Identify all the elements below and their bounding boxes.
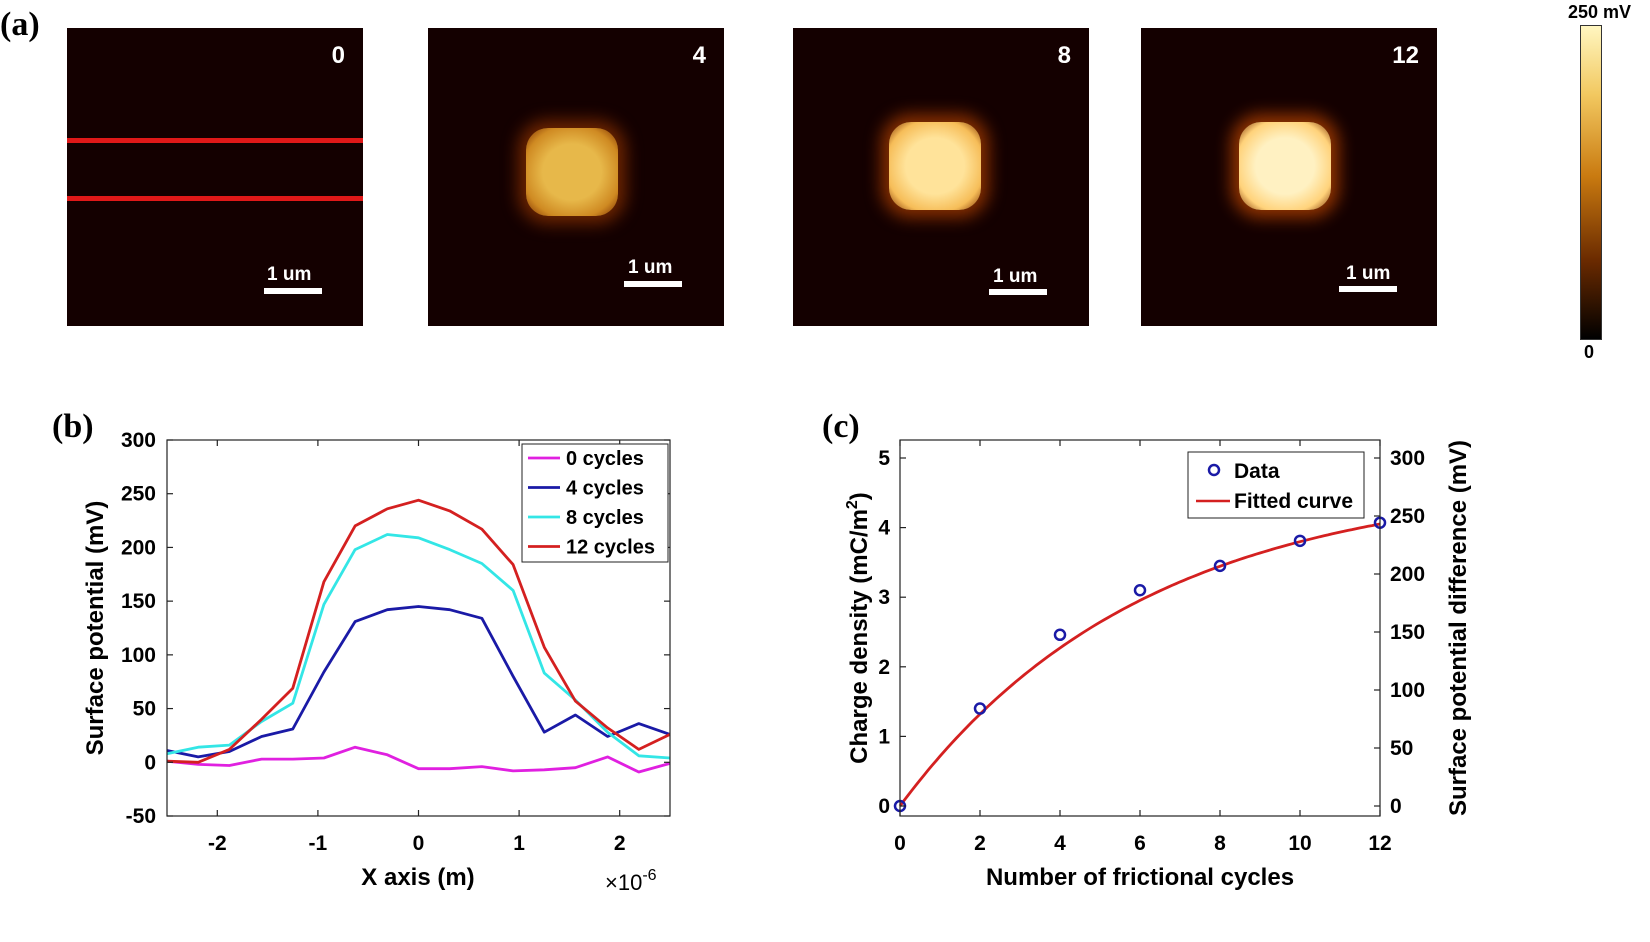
y-axis-label-left-close: ) xyxy=(846,492,873,500)
colorbar-max-label: 250 mV xyxy=(1568,2,1632,22)
x-axis-exponent: ×10-6 xyxy=(605,867,657,895)
y-right-tick-label: 150 xyxy=(1390,621,1425,644)
y-right-tick-label: 250 xyxy=(1390,505,1425,528)
series-line-4-cycles xyxy=(166,605,671,759)
scalebar-label: 1 um xyxy=(267,264,312,285)
scalebar-label: 1 um xyxy=(1346,263,1391,284)
charged-region xyxy=(526,128,618,216)
legend-label: 8 cycles xyxy=(566,507,644,529)
x-tick-label: -2 xyxy=(208,832,227,855)
panel-a-label: (a) xyxy=(0,6,40,43)
y-tick-label: 50 xyxy=(133,698,156,721)
data-point xyxy=(973,702,987,715)
y-axis-label-right: Surface potential difference (mV) xyxy=(1445,440,1472,816)
y-tick-label: 1 xyxy=(878,725,890,748)
x-tick-label: 2 xyxy=(614,832,626,855)
scalebar xyxy=(624,281,682,287)
kpfm-image-0-cycles: 0 1 um xyxy=(67,28,363,326)
y-tick-label: 4 xyxy=(878,517,890,540)
series-line-8-cycles xyxy=(166,533,671,760)
cycle-count-label: 4 xyxy=(692,42,706,69)
x-tick-label: 6 xyxy=(1134,832,1146,855)
y-tick-label: 250 xyxy=(121,483,156,506)
surface-potential-chart: -2 -1 0 1 2 -50 0 50 100 150 200 250 300 X axis (m)… xyxy=(82,430,671,895)
exponent-base: ×10 xyxy=(605,870,642,895)
y-right-tick-label: 100 xyxy=(1390,679,1425,702)
kpfm-image-4-cycles: 4 1 um xyxy=(428,28,724,326)
legend-box xyxy=(1187,451,1365,519)
legend-label-data: Data xyxy=(1234,460,1280,483)
colorbar-min-label: 0 xyxy=(1584,342,1595,362)
x-tick-label: 0 xyxy=(894,832,906,855)
data-point xyxy=(1293,534,1307,548)
charged-region xyxy=(889,122,981,210)
cycle-count-label: 12 xyxy=(1392,42,1419,69)
scalebar xyxy=(264,288,322,294)
kpfm-image-12-cycles: 12 1 um xyxy=(1141,28,1437,326)
legend-label: 0 cycles xyxy=(566,448,644,470)
legend-label-fit: Fitted curve xyxy=(1234,490,1353,513)
y-axis-label-left: Charge density (mC/m2) xyxy=(844,492,873,764)
y-tick-label: 5 xyxy=(878,447,890,470)
y-right-tick-label: 0 xyxy=(1390,795,1402,818)
scalebar xyxy=(989,289,1047,295)
legend: 0 cycles 4 cycles 8 cycles 12 cycles xyxy=(521,443,669,563)
legend-label: 4 cycles xyxy=(566,478,644,500)
y-tick-label: -50 xyxy=(126,805,156,828)
legend-box xyxy=(521,443,669,563)
x-tick-label: 2 xyxy=(974,832,986,855)
exponent-power: -6 xyxy=(642,867,656,884)
profile-line-upper xyxy=(67,138,363,143)
colorbar xyxy=(1580,25,1602,340)
cycle-count-label: 8 xyxy=(1057,42,1071,69)
charged-region xyxy=(1239,122,1331,210)
y-tick-label: 300 xyxy=(121,430,156,452)
x-axis-label: Number of frictional cycles xyxy=(986,864,1294,891)
series-line-0-cycles xyxy=(166,745,671,774)
data-point xyxy=(1213,559,1227,573)
x-tick-label: 4 xyxy=(1054,832,1066,855)
legend: Data Fitted curve xyxy=(1187,451,1365,519)
scalebar-label: 1 um xyxy=(628,257,673,278)
y-tick-label: 0 xyxy=(878,795,890,818)
cycle-count-label: 0 xyxy=(331,42,345,69)
panel-c-label: (c) xyxy=(822,408,860,445)
kpfm-image-8-cycles: 8 1 um xyxy=(793,28,1089,326)
y-tick-label: 200 xyxy=(121,536,156,559)
y-tick-label: 150 xyxy=(121,590,156,613)
y-axis-label-left-main: Charge density (mC/m xyxy=(846,509,873,764)
x-tick-label: 8 xyxy=(1214,832,1226,855)
legend-marker-data xyxy=(1207,463,1221,477)
y-tick-label: 2 xyxy=(878,656,890,679)
legend-label: 12 cycles xyxy=(566,537,655,559)
y-tick-label: 0 xyxy=(144,751,156,774)
y-right-tick-label: 200 xyxy=(1390,563,1425,586)
data-point xyxy=(1053,628,1067,642)
x-axis-label: X axis (m) xyxy=(361,864,474,891)
y-right-tick-label: 300 xyxy=(1390,447,1425,470)
x-tick-label: -1 xyxy=(309,832,328,855)
x-tick-label: 0 xyxy=(413,832,425,855)
scalebar-label: 1 um xyxy=(993,266,1038,287)
y-tick-label: 100 xyxy=(121,644,156,667)
scalebar xyxy=(1339,286,1397,292)
panel-b-label: (b) xyxy=(52,408,94,445)
x-tick-label: 1 xyxy=(513,832,525,855)
x-tick-label: 10 xyxy=(1288,832,1311,855)
profile-line-lower xyxy=(67,196,363,201)
y-axis-label-left-superscript: 2 xyxy=(844,500,861,509)
y-tick-label: 3 xyxy=(878,586,890,609)
y-right-tick-label: 50 xyxy=(1390,737,1413,760)
data-point xyxy=(1133,583,1147,597)
y-axis-label: Surface potential (mV) xyxy=(82,501,109,756)
x-tick-label: 12 xyxy=(1368,832,1391,855)
series-line-12-cycles xyxy=(166,498,671,764)
fitted-curve xyxy=(898,522,1381,807)
